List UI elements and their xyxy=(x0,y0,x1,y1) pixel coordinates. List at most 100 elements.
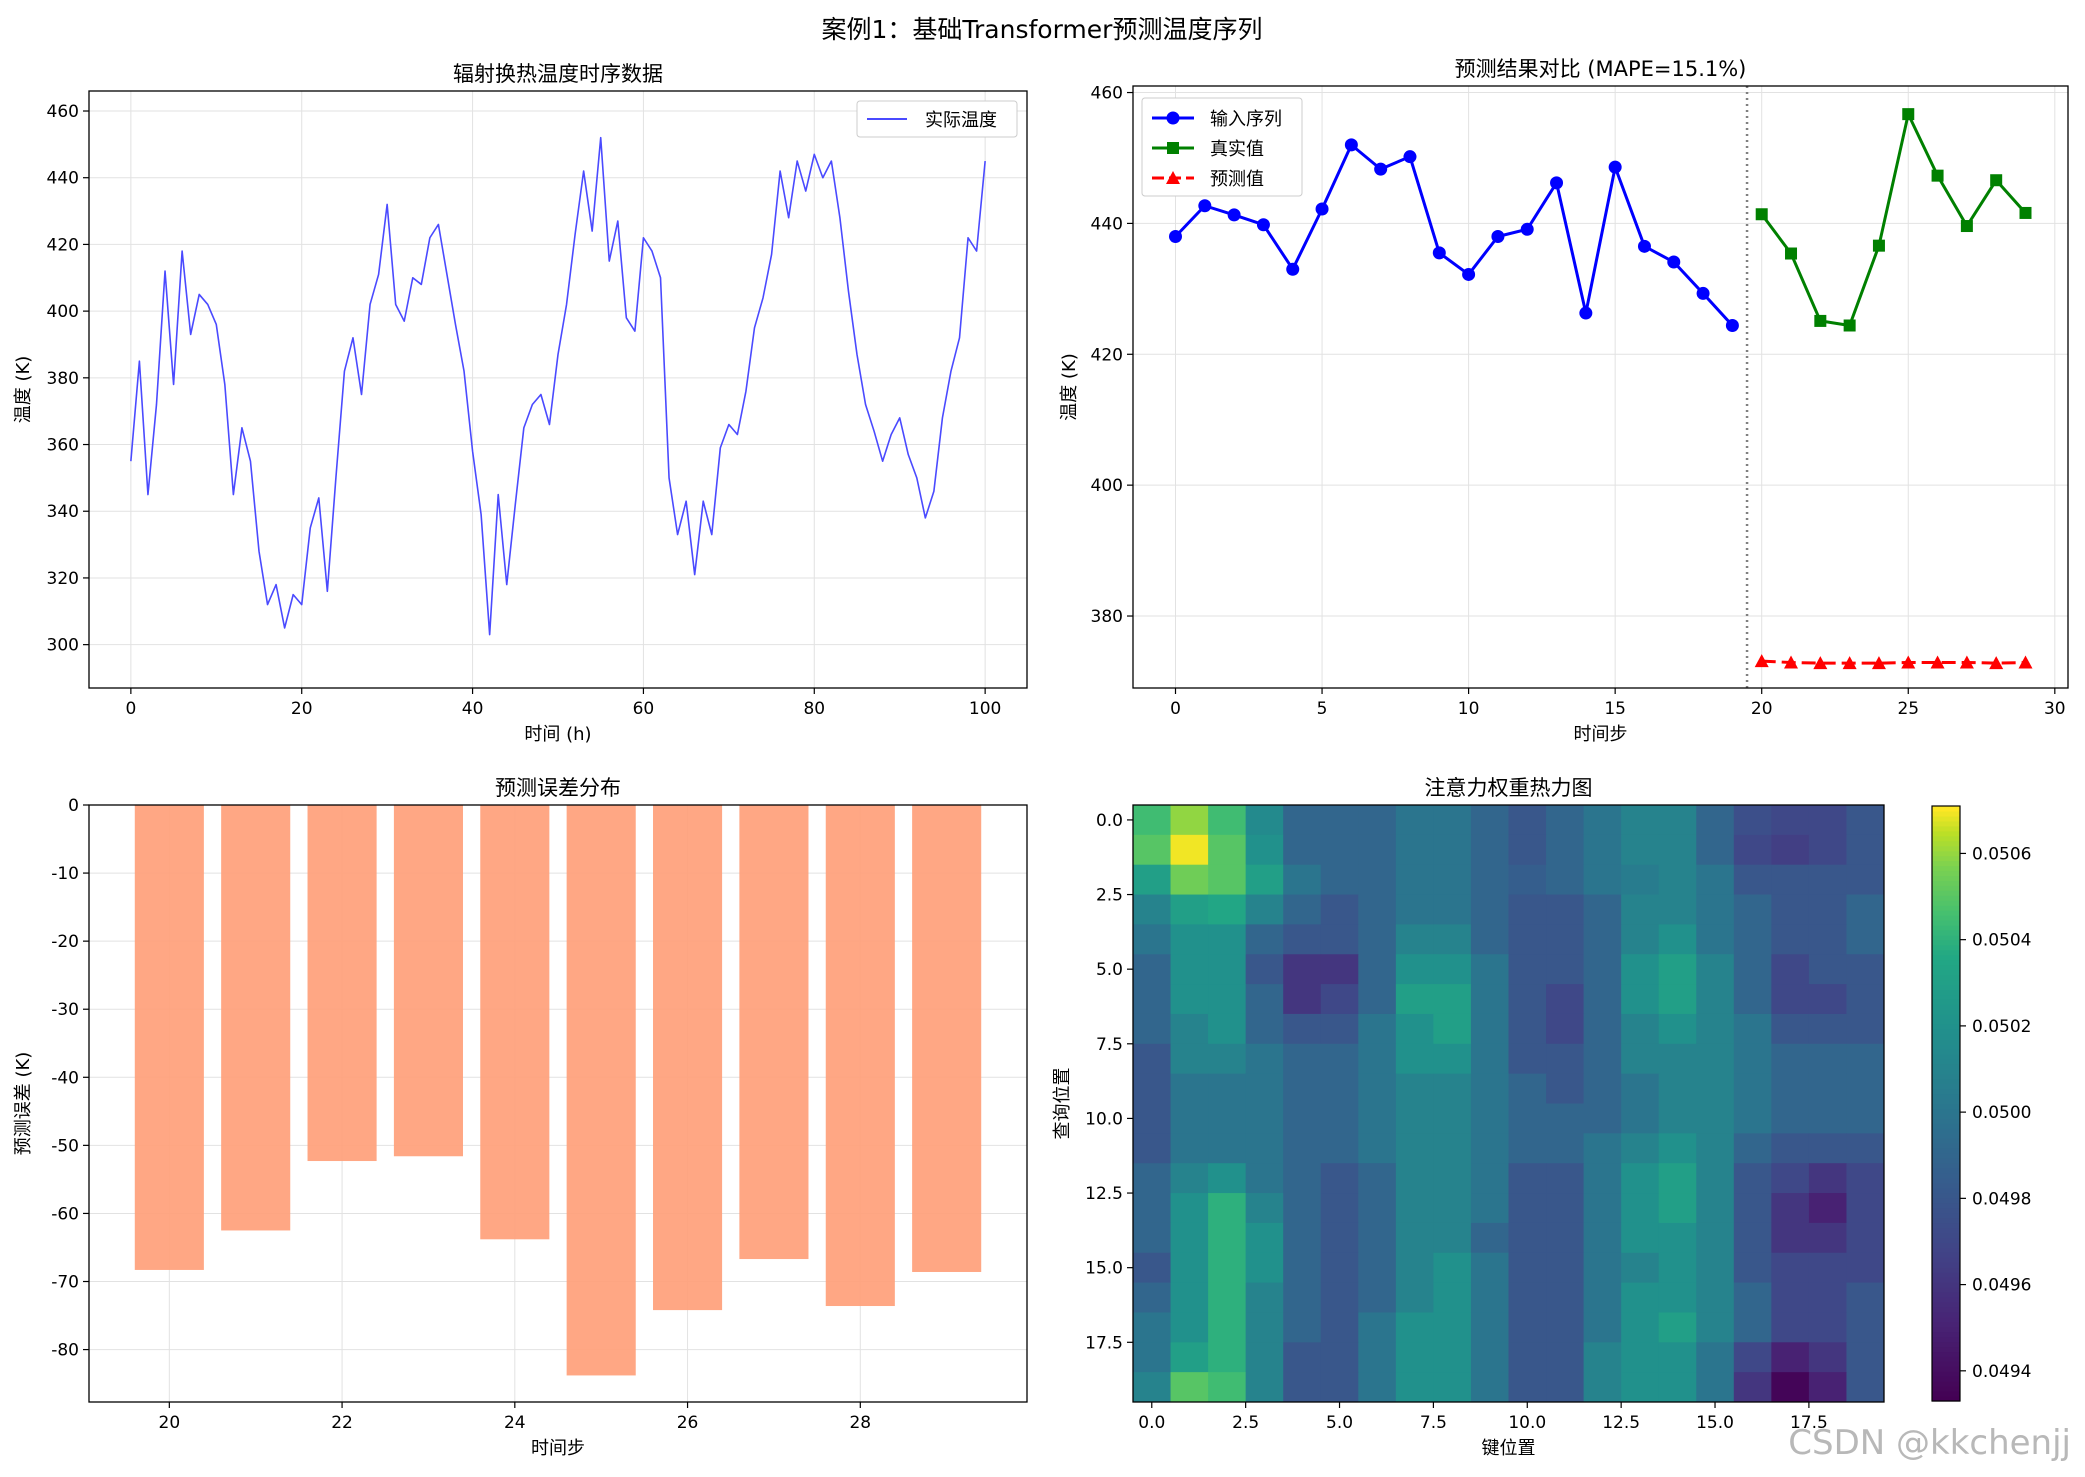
y-tick-label: -50 xyxy=(51,1136,79,1156)
colorbar-segment xyxy=(1932,1262,1960,1268)
heatmap-cell xyxy=(1621,1372,1660,1403)
x-tick-label: 0 xyxy=(125,699,136,719)
colorbar-segment xyxy=(1932,1366,1960,1372)
heatmap-cell xyxy=(1733,924,1772,955)
heatmap-cell xyxy=(1208,1133,1247,1164)
attention-heatmap-chart: 0.0 2.5 5.0 7.5 10.0 12.5 15.0 17.5 0.0 2.5 5.0 7.5… xyxy=(1052,776,2031,1459)
legend-label-actual: 实际温度 xyxy=(925,110,997,131)
colorbar-segment xyxy=(1932,1291,1960,1298)
colorbar-segment xyxy=(1932,1222,1960,1229)
y-tick-label: 360 xyxy=(47,436,79,456)
heatmap-cell xyxy=(1208,864,1247,896)
x-tick-label: 28 xyxy=(849,1413,871,1433)
heatmap-cell xyxy=(1508,894,1547,925)
heatmap-cell xyxy=(1696,1193,1735,1224)
colorbar-segment xyxy=(1932,855,1960,862)
legend-label-2: 预测值 xyxy=(1210,169,1264,190)
x-tick-label: 24 xyxy=(504,1413,526,1433)
heatmap-cell xyxy=(1658,834,1697,866)
series-1-point xyxy=(1902,108,1915,121)
colorbar-segment xyxy=(1932,1053,1960,1060)
heatmap-cell xyxy=(1170,1282,1209,1313)
series-0-point xyxy=(1432,246,1446,260)
colorbar-segment xyxy=(1932,974,1960,981)
y-tick-label: -20 xyxy=(51,932,79,952)
heatmap-cell xyxy=(1546,1163,1585,1194)
series-1-point xyxy=(1990,174,2003,187)
heatmap-cell xyxy=(1583,1342,1622,1373)
heatmap-cell xyxy=(1621,1222,1660,1254)
colorbar-segment xyxy=(1932,1143,1960,1149)
heatmap-cell xyxy=(1470,894,1509,925)
heatmap-cell xyxy=(1208,834,1247,866)
heatmap-cell xyxy=(1546,924,1585,955)
heatmap-cell xyxy=(1733,1252,1772,1284)
heatmap-cell xyxy=(1395,805,1434,836)
heatmap-cell xyxy=(1470,1342,1509,1373)
heatmap-cell xyxy=(1696,1312,1735,1343)
heatmap-cell xyxy=(1433,1043,1472,1075)
heatmap-cell xyxy=(1621,805,1660,836)
heatmap-cell xyxy=(1546,834,1585,866)
heatmap-cell xyxy=(1546,1043,1585,1075)
x-axis-label: 时间步 xyxy=(1574,724,1628,745)
y-tick-label: -40 xyxy=(51,1068,79,1088)
heatmap-cell xyxy=(1508,1163,1547,1194)
y-tick-label: 0 xyxy=(68,796,79,816)
heatmap-cell xyxy=(1358,894,1397,925)
heatmap-cell xyxy=(1546,1372,1585,1403)
error-bar xyxy=(307,805,377,1162)
colorbar-segment xyxy=(1932,1331,1960,1338)
series-0-point xyxy=(1667,255,1681,269)
heatmap-cell xyxy=(1170,1043,1209,1075)
colorbar-segment xyxy=(1932,1321,1960,1328)
heatmap-cell xyxy=(1658,1163,1697,1194)
colorbar-segment xyxy=(1932,1118,1960,1124)
heatmap-cell xyxy=(1733,1163,1772,1194)
heatmap-cell xyxy=(1470,1372,1509,1403)
heatmap-cell xyxy=(1170,1193,1209,1224)
heatmap-cell xyxy=(1320,1073,1359,1104)
heatmap-cell xyxy=(1771,984,1810,1015)
heatmap-cell xyxy=(1320,1342,1359,1373)
heatmap-cell xyxy=(1546,954,1585,985)
y-tick-label: -60 xyxy=(51,1204,79,1224)
error-bar xyxy=(653,805,723,1311)
heatmap-cell xyxy=(1621,1312,1660,1343)
heatmap-cell xyxy=(1433,1193,1472,1224)
heatmap-cell xyxy=(1170,864,1209,896)
heatmap-cell xyxy=(1733,1073,1772,1104)
heatmap-cell xyxy=(1470,834,1509,866)
heatmap-cell xyxy=(1283,1282,1322,1313)
heatmap-cell xyxy=(1546,1193,1585,1224)
heatmap-cell xyxy=(1583,1312,1622,1343)
colorbar-segment xyxy=(1932,1346,1960,1353)
heatmap-cell xyxy=(1320,1133,1359,1164)
y-tick-label: 340 xyxy=(47,502,79,522)
heatmap-cell xyxy=(1846,924,1885,955)
heatmap-cell xyxy=(1320,864,1359,896)
heatmap-cell xyxy=(1621,1282,1660,1313)
error-bar xyxy=(480,805,550,1240)
colorbar-segment xyxy=(1932,840,1960,847)
colorbar-segment xyxy=(1932,1381,1960,1387)
heatmap-cell xyxy=(1133,805,1172,836)
heatmap-cell xyxy=(1546,1312,1585,1343)
colorbar-segment xyxy=(1932,845,1960,852)
heatmap-cell xyxy=(1433,954,1472,985)
axes-frame xyxy=(1132,85,2069,689)
x-tick-label: 10 xyxy=(1458,699,1480,719)
colorbar-segment xyxy=(1932,1306,1960,1313)
legend-label-0: 输入序列 xyxy=(1210,109,1282,130)
heatmap-cell xyxy=(1245,1163,1284,1194)
heatmap-cell xyxy=(1320,894,1359,925)
heatmap-cell xyxy=(1283,1073,1322,1104)
heatmap-cell xyxy=(1808,1282,1847,1313)
colorbar-tick-label: 0.0498 xyxy=(1972,1189,2031,1209)
colorbar-segment xyxy=(1932,820,1960,827)
x-tick-label: 22 xyxy=(331,1413,353,1433)
x-tick-label: 17.5 xyxy=(1790,1413,1828,1433)
heatmap-cell xyxy=(1470,864,1509,896)
heatmap-cell xyxy=(1771,1133,1810,1164)
heatmap-cell xyxy=(1658,1133,1697,1164)
